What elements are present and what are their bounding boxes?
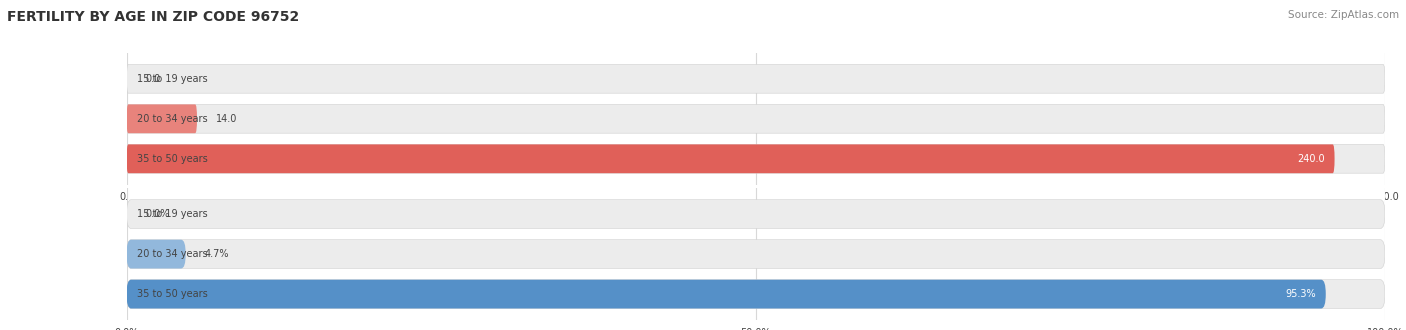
- FancyBboxPatch shape: [127, 240, 186, 269]
- Text: 15 to 19 years: 15 to 19 years: [136, 209, 207, 219]
- Text: Source: ZipAtlas.com: Source: ZipAtlas.com: [1288, 10, 1399, 20]
- Text: 95.3%: 95.3%: [1285, 289, 1316, 299]
- Text: 20 to 34 years: 20 to 34 years: [136, 249, 207, 259]
- Text: 35 to 50 years: 35 to 50 years: [136, 154, 207, 164]
- Text: 0.0%: 0.0%: [145, 209, 170, 219]
- FancyBboxPatch shape: [127, 280, 1385, 309]
- Text: 240.0: 240.0: [1296, 154, 1324, 164]
- FancyBboxPatch shape: [127, 104, 197, 133]
- FancyBboxPatch shape: [127, 200, 1385, 228]
- Text: 4.7%: 4.7%: [204, 249, 229, 259]
- Text: 15 to 19 years: 15 to 19 years: [136, 74, 207, 84]
- FancyBboxPatch shape: [127, 145, 1385, 173]
- Text: 0.0: 0.0: [145, 74, 160, 84]
- FancyBboxPatch shape: [127, 104, 1385, 133]
- FancyBboxPatch shape: [127, 280, 1326, 309]
- Text: 35 to 50 years: 35 to 50 years: [136, 289, 207, 299]
- FancyBboxPatch shape: [127, 64, 1385, 93]
- FancyBboxPatch shape: [127, 240, 1385, 269]
- FancyBboxPatch shape: [127, 145, 1334, 173]
- Text: 14.0: 14.0: [217, 114, 238, 124]
- Text: FERTILITY BY AGE IN ZIP CODE 96752: FERTILITY BY AGE IN ZIP CODE 96752: [7, 10, 299, 24]
- Text: 20 to 34 years: 20 to 34 years: [136, 114, 207, 124]
